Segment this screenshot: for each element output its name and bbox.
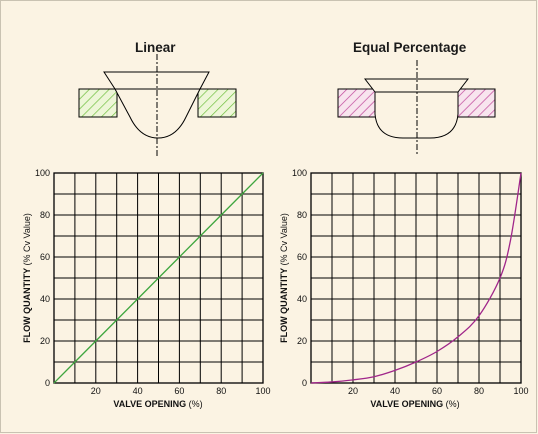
eqp-y-tick-label: 0: [302, 378, 307, 388]
linear-valve-illustration: [78, 54, 237, 156]
equal-percentage-valve-illustration: [337, 60, 496, 156]
eqp-seat-right: [456, 88, 496, 118]
eqp-x-axis-label: VALVE OPENING (%): [370, 399, 459, 409]
eqp-x-tick-label: 80: [474, 386, 484, 396]
eqp-y-tick-label: 100: [292, 168, 307, 178]
linear-y-tick-label: 60: [40, 252, 50, 262]
linear-curve: [53, 172, 264, 384]
linear-chart: 20 40 60 80 100 0 20 40 60 80 100 VALVE OPENING (%)…: [22, 168, 271, 409]
linear-x-tick-label: 80: [216, 386, 226, 396]
linear-y-tick-label: 20: [40, 336, 50, 346]
linear-y-tick-label: 0: [45, 378, 50, 388]
equal-percentage-chart: 20 40 60 80 100 0 20 40 60 80 100 VALVE OPENING (%)…: [279, 168, 529, 409]
linear-y-tick-label: 100: [35, 168, 50, 178]
eqp-y-tick-label: 80: [297, 210, 307, 220]
linear-seat-left: [78, 88, 118, 118]
eqp-x-tick-label: 100: [513, 386, 528, 396]
linear-x-tick-label: 100: [255, 386, 270, 396]
eqp-y-axis-label: FLOW QUANTITY (% Cv Value): [279, 213, 289, 343]
eqp-seat-left: [337, 88, 377, 118]
eqp-x-tick-label: 60: [432, 386, 442, 396]
eqp-y-tick-label: 60: [297, 252, 307, 262]
eqp-y-tick-label: 20: [297, 336, 307, 346]
eqp-x-tick-label: 20: [348, 386, 358, 396]
linear-x-axis-label: VALVE OPENING (%): [113, 399, 202, 409]
equal-percentage-title: Equal Percentage: [353, 40, 467, 55]
linear-x-tick-label: 20: [91, 386, 101, 396]
linear-x-tick-label: 40: [133, 386, 143, 396]
eqp-plot-border: [310, 172, 522, 384]
linear-y-tick-label: 40: [40, 294, 50, 304]
eqp-curve: [310, 172, 522, 384]
linear-plot-border: [53, 172, 264, 384]
linear-seat-right: [197, 88, 237, 118]
linear-y-axis-label: FLOW QUANTITY (% Cv Value): [22, 213, 32, 343]
linear-title: Linear: [135, 40, 176, 55]
eqp-y-tick-label: 40: [297, 294, 307, 304]
eqp-x-tick-label: 40: [390, 386, 400, 396]
linear-x-tick-label: 60: [174, 386, 184, 396]
linear-y-tick-label: 80: [40, 210, 50, 220]
